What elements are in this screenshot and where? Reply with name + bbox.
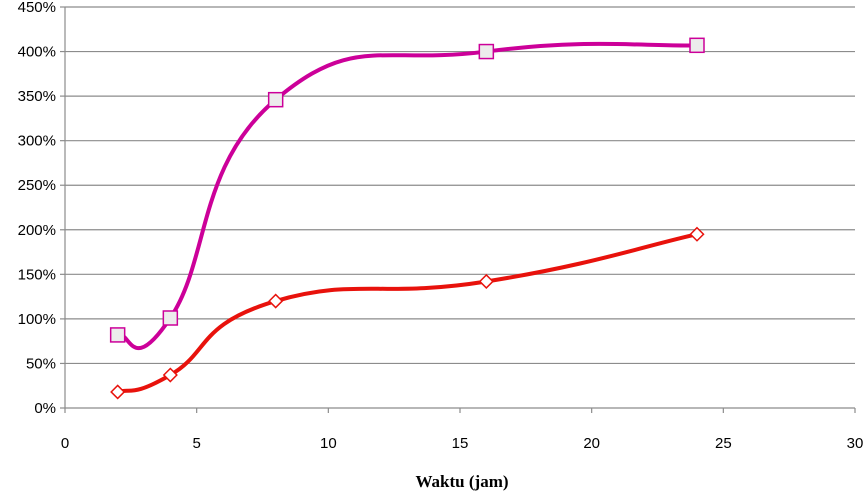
x-tick-label: 30 — [847, 435, 864, 452]
x-tick-label: 5 — [192, 435, 200, 452]
y-tick-label: 0% — [34, 400, 56, 417]
y-tick-label: 100% — [18, 311, 56, 328]
data-point-diamond — [478, 273, 494, 290]
data-point-square — [162, 310, 179, 326]
y-tick-label: 450% — [18, 0, 56, 16]
y-tick-label: 150% — [18, 266, 56, 283]
data-point-square — [478, 43, 495, 60]
data-point-square — [109, 327, 126, 343]
x-tick-labels: 0 5 10 15 20 25 30 — [61, 435, 864, 452]
y-tick-labels: 0% 50% 100% 150% 200% 250% 300% 350% 400% 450% — [18, 0, 56, 417]
series-line-1 — [115, 41, 699, 351]
series-line-2 — [115, 232, 699, 394]
x-tick-label: 25 — [715, 435, 732, 452]
y-tick-label: 250% — [18, 177, 56, 194]
y-tick-label: 50% — [26, 355, 56, 372]
x-tick-label: 10 — [320, 435, 337, 452]
y-tick-label: 350% — [18, 88, 56, 105]
x-tick-label: 20 — [583, 435, 600, 452]
x-tick-label: 0 — [61, 435, 69, 452]
y-tick-label: 200% — [18, 222, 56, 239]
data-point-diamond — [268, 293, 284, 309]
x-axis-title: Waktu (jam) — [415, 472, 508, 491]
x-tick-label: 15 — [452, 435, 469, 452]
data-point-diamond — [110, 384, 126, 400]
y-tick-label: 300% — [18, 133, 56, 150]
y-tick-label: 400% — [18, 44, 56, 61]
axes — [60, 6, 856, 413]
data-point-square — [267, 91, 284, 108]
data-point-square — [689, 37, 705, 54]
data-point-diamond — [689, 226, 705, 242]
data-point-diamond — [162, 367, 178, 383]
data-markers — [109, 37, 705, 400]
gridlines — [65, 6, 855, 365]
